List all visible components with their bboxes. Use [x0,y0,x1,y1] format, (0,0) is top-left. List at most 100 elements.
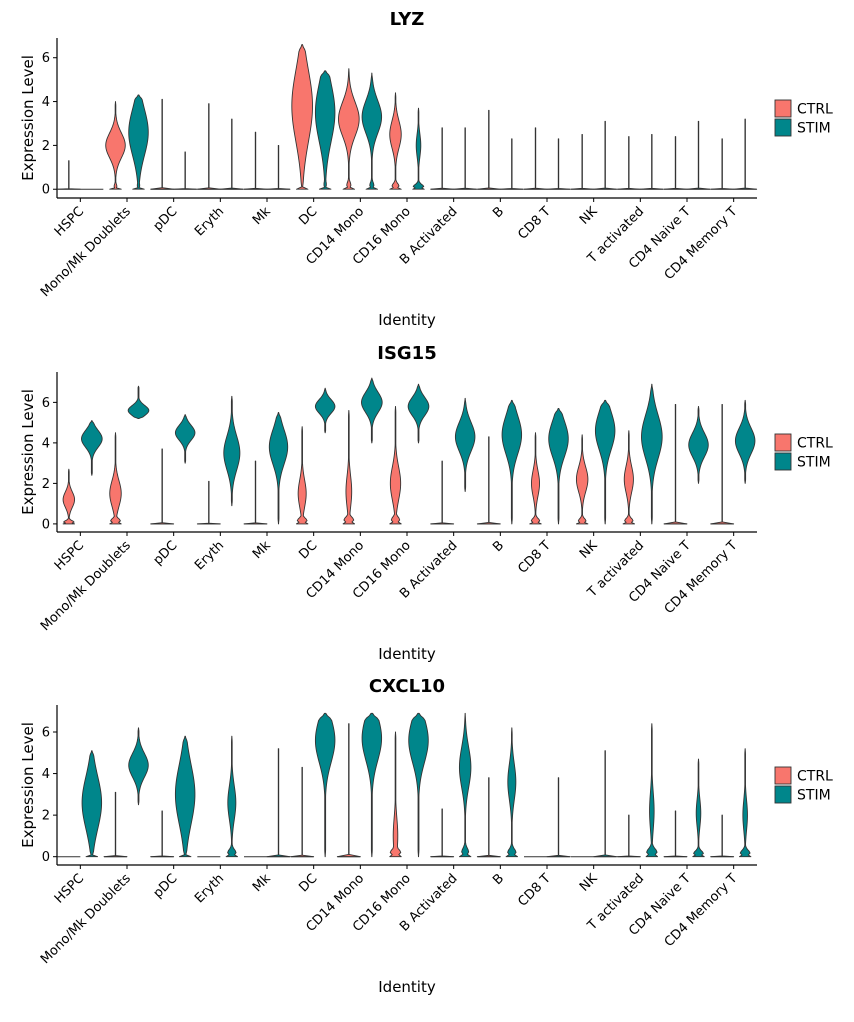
violin-ctrl-hspc [56,160,81,190]
violin-stim-cd16-mono [408,712,429,858]
panel-title-isg15: ISG15 [377,343,436,364]
violin-ctrl-cd16-mono [389,405,402,525]
y-tick-label: 0 [42,183,50,198]
x-tick-label-eryth: Eryth [192,871,227,906]
x-tick-label-nk: NK [577,538,601,562]
legend-swatch-stim [774,118,792,137]
violin-ctrl-b [476,436,501,525]
violin-stim-b-activated [453,127,478,190]
x-tick-label-b: B [490,538,507,555]
violin-stim-mk [266,144,291,190]
violin-stim-mono-mk-doublets [128,727,149,806]
violin-ctrl-cd14-mono [336,723,361,858]
y-tick-label: 2 [42,139,50,154]
violin-stim-pdc [174,414,196,464]
violin-ctrl-mk [243,131,268,190]
x-tick-label-pdc: pDC [151,871,181,901]
violin-stim-nk [593,120,618,190]
panel-title-lyz: LYZ [390,9,425,30]
violin-stim-t-activated [639,133,664,190]
violin-ctrl-hspc [62,468,76,525]
y-axis-label: Expression Level [19,389,37,515]
y-tick-label: 4 [42,95,50,110]
y-tick-label: 6 [42,726,50,741]
violin-stim-cd4-memory-t [734,399,756,484]
x-tick-label-mk: Mk [250,538,274,562]
violin-ctrl-cd4-naive-t [663,810,688,858]
violin-stim-hspc [81,420,103,476]
violin-ctrl-b [476,777,501,858]
y-axis-label: Expression Level [19,722,37,848]
violin-stim-eryth [225,735,239,858]
x-tick-label-mk: Mk [250,871,274,895]
violin-stim-mono-mk-doublets [128,94,149,190]
violin-ctrl-t-activated [616,136,641,190]
y-tick-label: 2 [42,477,50,492]
violin-ctrl-eryth [196,103,221,190]
y-tick-label: 0 [42,517,50,532]
violin-ctrl-eryth [196,480,221,525]
violin-stim-pdc [173,151,198,190]
violin-ctrl-cd14-mono [338,68,360,190]
violin-stim-mk [268,412,289,525]
violin-stim-b [505,727,519,858]
violin-ctrl-cd8-t [529,432,542,525]
violin-ctrl-pdc [150,448,175,525]
violin-stim-cd8-t [546,138,571,190]
x-tick-label-hspc: HSPC [52,204,87,239]
violin-ctrl-b-activated [430,808,455,858]
x-tick-label-pdc: pDC [151,538,181,568]
legend-label-ctrl: CTRL [797,436,833,452]
violin-stim-t-activated [641,383,663,525]
y-axis-label: Expression Level [19,55,37,181]
violin-ctrl-t-activated [616,814,641,858]
violin-ctrl-dc [290,766,315,858]
x-axis-label: Identity [378,978,436,996]
violin-stim-b-activated [454,397,476,492]
violin-stim-cd16-mono [407,383,430,444]
legend-swatch-ctrl [774,99,792,118]
violin-stim-b [501,399,523,525]
x-tick-label-nk: NK [577,204,601,228]
violin-stim-cd14-mono [361,72,383,190]
violin-stim-cd4-memory-t [733,118,758,190]
violin-stim-mono-mk-doublets [127,385,150,420]
violin-ctrl-b-activated [430,460,455,525]
violin-ctrl-cd4-memory-t [710,403,735,525]
violin-stim-t-activated [645,723,659,858]
x-tick-label-mono-mk-doublets: Mono/Mk Doublets [38,871,134,967]
violin-ctrl-pdc [150,98,175,190]
legend-swatch-stim [774,785,792,804]
y-tick-label: 6 [42,51,50,66]
violin-ctrl-nk [575,434,589,525]
violin-stim-cd4-naive-t [692,758,705,858]
violin-ctrl-cd4-memory-t [710,814,735,858]
y-tick-label: 6 [42,396,50,411]
x-tick-label-cd8-t: CD8 T [515,204,554,243]
violin-ctrl-cd4-naive-t [663,136,688,190]
x-tick-label-dc: DC [296,204,320,228]
violin-ctrl-pdc [150,810,175,858]
x-tick-label-mono-mk-doublets: Mono/Mk Doublets [38,538,134,634]
legend-label-stim: STIM [797,788,831,804]
violin-stim-cd8-t [546,777,571,858]
violin-ctrl-t-activated [622,430,636,525]
x-tick-label-dc: DC [296,871,320,895]
violin-ctrl-mono-mk-doublets [109,432,122,525]
violin-ctrl-b-activated [430,127,455,190]
y-tick-label: 4 [42,436,50,451]
violin-stim-cd4-naive-t [686,120,711,190]
x-tick-label-cd8-t: CD8 T [515,538,554,577]
violin-ctrl-cd4-naive-t [663,403,688,525]
x-tick-label-nk: NK [577,871,601,895]
violin-stim-mk [266,748,291,858]
violin-stim-eryth [223,395,241,507]
x-axis-label: Identity [378,311,436,329]
legend-swatch-ctrl [774,433,792,452]
violin-ctrl-cd4-memory-t [710,138,735,190]
x-tick-label-mono-mk-doublets: Mono/Mk Doublets [38,204,134,300]
x-tick-label-hspc: HSPC [52,538,87,573]
